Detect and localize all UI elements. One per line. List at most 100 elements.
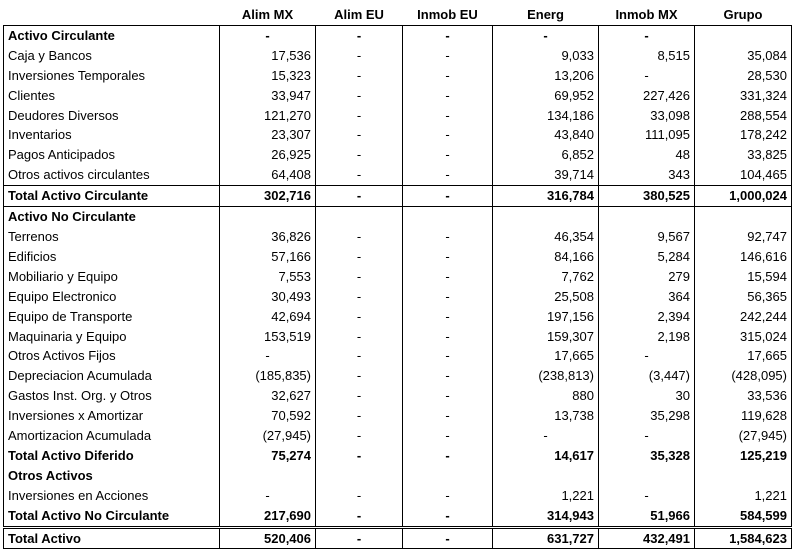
cell-value: - (402, 386, 493, 407)
cell-value: - (402, 406, 493, 427)
table-row: Caja y Bancos 17,536- -9,033 8,515 35,084 (3, 45, 792, 66)
cell-value: 134,186 (492, 105, 599, 126)
cell-value: - (315, 266, 403, 287)
cell-value: 227,426 (598, 85, 695, 106)
cell-value: 17,665 (492, 346, 599, 367)
table-row: Activo No Circulante (3, 206, 792, 227)
cell-value (219, 465, 316, 486)
balance-sheet-table: Alim MX Alim EU Inmob EU Energ Inmob MX … (3, 5, 792, 549)
table-row: Otros Activos Fijos - - -17,665-17,665 (3, 346, 792, 367)
header-alim-mx: Alim MX (241, 7, 294, 22)
cell-value: 42,694 (219, 306, 316, 327)
cell-value: 35,298 (598, 406, 695, 427)
table-row: Clientes 33,947- -69,952 227,426 331,324 (3, 85, 792, 106)
cell-value: 584,599 (694, 505, 792, 529)
cell-value: 217,690 (219, 505, 316, 529)
cell-value: - (315, 306, 403, 327)
header-inmob-mx: Inmob MX (615, 7, 678, 22)
row-label: Otros Activos (3, 465, 220, 486)
cell-value: - (315, 165, 403, 186)
cell-value: 13,206 (492, 65, 599, 86)
table-row: Total Activo No Circulante 217,690- -314,9… (3, 505, 792, 529)
cell-value: - (598, 485, 695, 506)
cell-value: 35,084 (694, 45, 792, 66)
table-row: Amortizacion Acumulada (27,945) - - - - (27,94… (3, 426, 792, 446)
table-body: Activo Circulante - - - - - Caja y Bancos 17,53… (3, 24, 792, 549)
cell-value: 1,221 (694, 485, 792, 506)
cell-value: 1,000,024 (694, 185, 792, 208)
cell-value: 33,825 (694, 145, 792, 166)
cell-value: 46,354 (492, 226, 599, 247)
cell-value: 178,242 (694, 125, 792, 146)
cell-value: - (402, 527, 493, 549)
cell-value: (27,945) (219, 426, 316, 446)
cell-value: 119,628 (694, 406, 792, 427)
cell-value: (185,835) (219, 366, 316, 387)
cell-value: - (315, 505, 403, 529)
cell-value: - (492, 24, 599, 46)
row-label: Mobiliario y Equipo (3, 266, 220, 287)
cell-value: - (402, 266, 493, 287)
cell-value: - (402, 65, 493, 86)
cell-value: - (402, 105, 493, 126)
cell-value: 631,727 (492, 527, 599, 549)
cell-value: - (315, 226, 403, 247)
cell-value: 104,465 (694, 165, 792, 186)
cell-value: - (402, 145, 493, 166)
cell-value: - (315, 246, 403, 267)
row-label: Inversiones Temporales (3, 65, 220, 86)
cell-value: 111,095 (598, 125, 695, 146)
cell-value: - (315, 426, 403, 446)
cell-value: 279 (598, 266, 695, 287)
cell-value: 9,567 (598, 226, 695, 247)
table-row: Inventarios 23,307- -43,840 111,095 178,242 (3, 125, 792, 146)
cell-value: - (219, 485, 316, 506)
cell-value (694, 206, 792, 227)
row-label: Maquinaria y Equipo (3, 326, 220, 347)
cell-value: 15,594 (694, 266, 792, 287)
cell-value: 197,156 (492, 306, 599, 327)
row-label: Pagos Anticipados (3, 145, 220, 166)
cell-value: (27,945) (694, 426, 792, 446)
cell-value: - (315, 45, 403, 66)
cell-value: 14,617 (492, 445, 599, 466)
table-row: Otros Activos (3, 465, 792, 486)
cell-value: - (598, 24, 695, 46)
cell-value: - (315, 366, 403, 387)
cell-value: (238,813) (492, 366, 599, 387)
cell-value: 84,166 (492, 246, 599, 267)
cell-value: - (402, 326, 493, 347)
cell-value: 33,947 (219, 85, 316, 106)
cell-value: 30,493 (219, 286, 316, 307)
cell-value: - (402, 426, 493, 446)
cell-value: 57,166 (219, 246, 316, 267)
cell-value: - (402, 246, 493, 267)
cell-value: 7,553 (219, 266, 316, 287)
table-row: Equipo Electronico 30,493- -25,508 364 56,36… (3, 286, 792, 307)
cell-value: 159,307 (492, 326, 599, 347)
cell-value: 121,270 (219, 105, 316, 126)
cell-value: 33,098 (598, 105, 695, 126)
table-row: Deudores Diversos 121,270- -134,186 33,098 2… (3, 105, 792, 126)
cell-value: 1,584,623 (694, 527, 792, 549)
table-row: Inversiones x Amortizar 70,592- -13,738 35,… (3, 406, 792, 427)
cell-value: 92,747 (694, 226, 792, 247)
row-label: Equipo de Transporte (3, 306, 220, 327)
row-label: Deudores Diversos (3, 105, 220, 126)
cell-value: - (315, 24, 403, 46)
row-label: Caja y Bancos (3, 45, 220, 66)
cell-value: 380,525 (598, 185, 695, 208)
cell-value: - (402, 306, 493, 327)
cell-value: 314,943 (492, 505, 599, 529)
cell-value: 36,826 (219, 226, 316, 247)
cell-value: - (402, 165, 493, 186)
cell-value: - (402, 346, 493, 367)
cell-value: - (315, 145, 403, 166)
cell-value (598, 206, 695, 227)
row-label: Amortizacion Acumulada (3, 426, 220, 446)
row-label: Depreciacion Acumulada (3, 366, 220, 387)
cell-value: - (315, 105, 403, 126)
cell-value: 43,840 (492, 125, 599, 146)
cell-value: 125,219 (694, 445, 792, 466)
cell-value: 33,536 (694, 386, 792, 407)
